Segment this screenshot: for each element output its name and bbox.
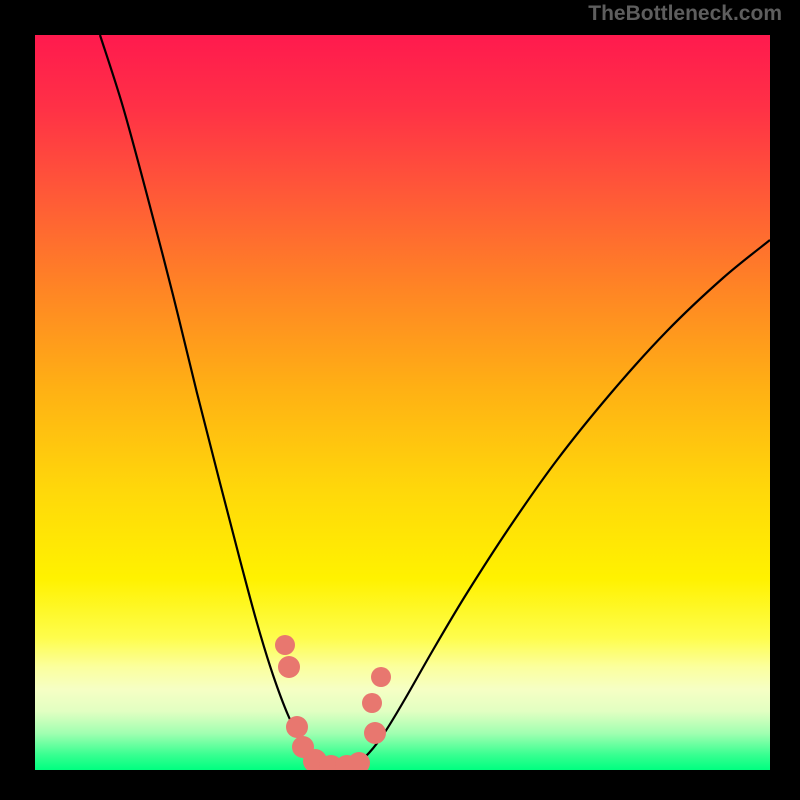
background-gradient xyxy=(35,35,770,770)
plot-area xyxy=(35,35,770,770)
watermark-text: TheBottleneck.com xyxy=(588,2,782,26)
